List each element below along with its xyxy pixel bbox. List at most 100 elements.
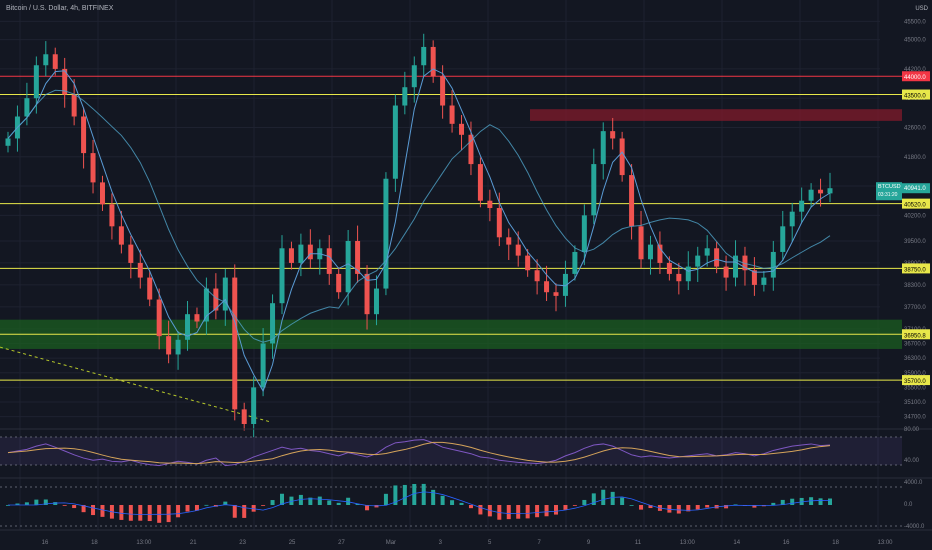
macd-bar — [799, 497, 804, 505]
macd-bar — [582, 499, 587, 505]
candle-body — [355, 240, 361, 274]
candle-body — [430, 46, 436, 77]
price-tick-label: 35100.0 — [904, 400, 926, 406]
price-tick-label: 38300.0 — [904, 283, 926, 289]
macd-bar — [790, 498, 795, 505]
price-tick-label: 37700.0 — [904, 305, 926, 311]
candle-body — [33, 65, 39, 99]
macd-bar — [185, 505, 190, 512]
candle-body — [572, 251, 578, 274]
macd-bar — [676, 505, 681, 514]
candle-body — [71, 94, 77, 117]
macd-bar — [355, 503, 360, 505]
price-tick-label: 42600.0 — [904, 125, 926, 131]
time-axis: 16 18 13:00 21 23 25 27 Mar 3 5 7 9 11 13:00 14 16 18 13:… — [42, 540, 894, 546]
macd-bar — [771, 502, 776, 505]
level-label-bg — [902, 329, 930, 340]
macd-bar — [81, 505, 86, 513]
macd-bar — [828, 498, 832, 505]
candle-body — [298, 244, 304, 263]
macd-bar — [289, 496, 294, 505]
candle-body — [336, 273, 342, 293]
macd-bar — [100, 505, 105, 517]
macd-bar — [648, 505, 653, 509]
macd-bar — [176, 505, 181, 518]
candle-body — [770, 251, 776, 278]
level-label: 43500.0 — [904, 94, 926, 100]
time-tick-label: 25 — [289, 540, 296, 546]
candle-body — [685, 266, 691, 282]
price-tick-label: 44200.0 — [904, 67, 926, 73]
candle-body — [156, 299, 162, 337]
macd-bar — [270, 500, 275, 505]
candle-body — [619, 138, 625, 176]
time-tick-label: 27 — [338, 540, 345, 546]
candle-body — [780, 226, 786, 252]
macd-bar — [601, 489, 606, 505]
candle-body — [600, 131, 606, 165]
macd-histogram — [6, 483, 832, 523]
price-tick-label: 35900.0 — [904, 371, 926, 377]
candle-body — [695, 255, 701, 267]
candle-body — [222, 277, 228, 311]
macd-bar — [72, 505, 77, 509]
time-tick-label: 18 — [832, 540, 839, 546]
macd-bar — [554, 505, 558, 515]
time-tick-label: 13:00 — [136, 540, 152, 546]
macd-bar — [591, 493, 596, 505]
candle-body — [232, 277, 238, 410]
price-tick-label: 35500.0 — [904, 385, 926, 391]
time-tick-label: Mar — [386, 540, 396, 546]
candle-body — [789, 211, 795, 227]
macd-bar — [365, 505, 370, 511]
macd-bar — [516, 505, 521, 519]
candle-body — [383, 178, 389, 289]
candle-body — [818, 189, 824, 194]
candle-body — [799, 200, 805, 212]
last-price-symbol: BTCUSD — [878, 184, 901, 190]
currency-label: USD — [915, 6, 928, 12]
rsi-tick-label: 80.00 — [904, 427, 920, 433]
time-tick-label: 21 — [190, 540, 197, 546]
macd-bar — [535, 505, 540, 518]
price-tick-label: 36300.0 — [904, 356, 926, 362]
candle-body — [270, 303, 276, 344]
macd-bar — [402, 484, 407, 505]
macd-bar — [412, 484, 417, 505]
macd-bar — [780, 499, 785, 505]
candle-body — [288, 248, 294, 263]
level-label: 38750.0 — [904, 267, 926, 273]
candle-body — [629, 175, 635, 227]
macd-bar — [478, 505, 483, 515]
macd-bar — [62, 505, 67, 506]
candle-body — [487, 200, 493, 209]
candle-body — [213, 288, 219, 311]
candle-body — [544, 281, 550, 293]
macd-bar — [308, 497, 313, 505]
macd-bar — [563, 505, 568, 510]
candle-body — [203, 288, 209, 322]
macd-bar — [705, 505, 710, 508]
candle-body — [468, 134, 474, 165]
macd-bar — [610, 491, 615, 505]
macd-bar — [440, 495, 445, 505]
candle-body — [147, 277, 153, 300]
candle-body — [477, 164, 483, 201]
level-label: 35700.0 — [904, 379, 926, 385]
candle-body — [411, 65, 417, 88]
level-label-bg — [902, 71, 930, 82]
level-label-bg — [902, 375, 930, 386]
level-label-bg — [902, 89, 930, 100]
time-tick-label: 11 — [635, 540, 642, 546]
macd-bar — [695, 505, 700, 510]
macd-bar — [818, 498, 823, 505]
level-label: 44000.0 — [904, 75, 926, 81]
time-tick-label: 23 — [239, 540, 246, 546]
macd-bar — [327, 500, 332, 505]
candle-body — [307, 244, 313, 260]
macd-bar — [261, 505, 266, 506]
macd-bar — [317, 496, 322, 505]
candle-body — [562, 273, 568, 296]
candle-body — [185, 314, 191, 340]
